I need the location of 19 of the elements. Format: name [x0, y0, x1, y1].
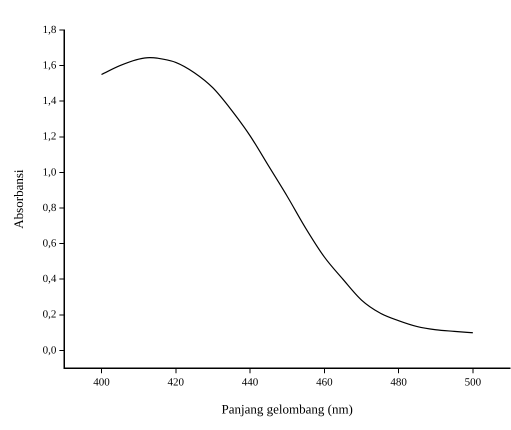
y-tick-label: 1,6 [42, 59, 57, 72]
x-axis-title: Panjang gelombang (nm) [221, 402, 353, 417]
y-tick-label: 1,8 [42, 24, 57, 36]
y-tick-label: 0,0 [42, 344, 57, 356]
y-tick-label: 1,0 [42, 166, 57, 178]
x-tick-label: 440 [242, 376, 259, 389]
y-tick-label: 0,4 [42, 273, 57, 286]
y-tick-label: 1,2 [42, 130, 56, 143]
y-tick-label: 0,8 [42, 202, 57, 214]
x-tick-label: 500 [464, 376, 482, 389]
y-tick-label: 0,6 [42, 237, 57, 250]
x-tick-label: 480 [390, 376, 408, 389]
x-tick-label: 400 [93, 376, 110, 389]
line-series [100, 56, 474, 334]
x-tick-label: 460 [316, 376, 334, 389]
y-tick-label: 0,2 [42, 308, 56, 321]
x-tick-label: 420 [168, 376, 185, 389]
y-tick-label: 1,4 [42, 95, 57, 108]
y-axis-title: Absorbansi [11, 169, 26, 229]
